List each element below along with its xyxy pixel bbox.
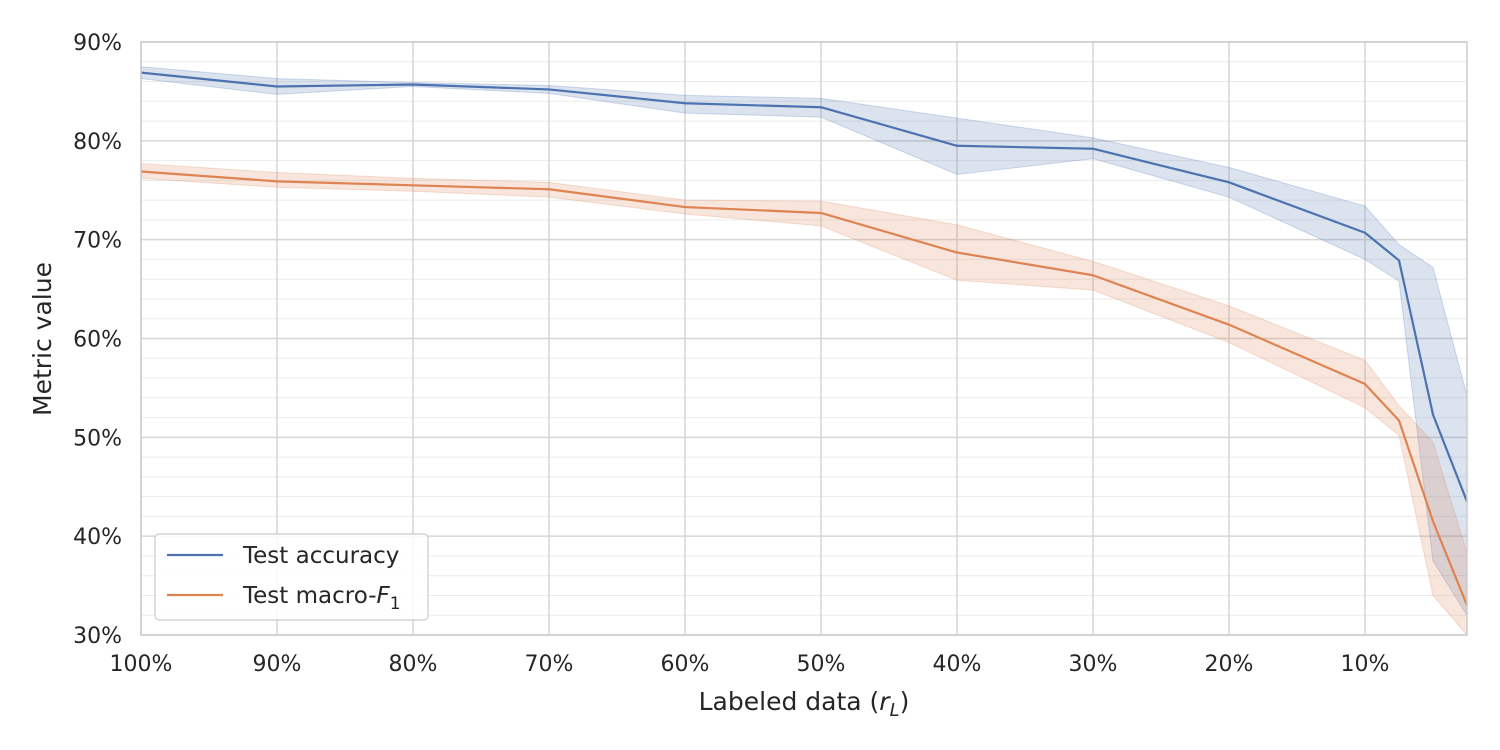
x-tick-label: 90% [253, 652, 302, 677]
x-axis-title: Labeled data (rL) [699, 687, 910, 721]
y-tick-label: 70% [73, 229, 122, 254]
x-tick-label: 30% [1069, 652, 1118, 677]
y-axis-title: Metric value [28, 262, 57, 416]
x-tick-label: 80% [389, 652, 438, 677]
legend-label-accuracy: Test accuracy [242, 543, 399, 569]
y-axis-ticks: 30% 40% 50% 60% 70% 80% 90% [73, 31, 122, 649]
x-tick-label: 10% [1341, 652, 1390, 677]
x-tick-label: 60% [661, 652, 710, 677]
y-tick-label: 30% [73, 624, 122, 649]
x-tick-label: 40% [933, 652, 982, 677]
x-tick-label: 70% [525, 652, 574, 677]
legend: Test accuracy Test macro-F1 [154, 533, 429, 621]
x-axis-ticks: 100% 90% 80% 70% 60% 50% 40% 30% 20% 10% [110, 652, 1390, 677]
x-tick-label: 20% [1205, 652, 1254, 677]
series-line-1 [140, 170, 1469, 606]
series-line-0 [140, 71, 1469, 502]
x-tick-label: 100% [110, 652, 173, 677]
y-tick-label: 90% [73, 31, 122, 56]
plot-frame [140, 41, 1468, 636]
y-tick-label: 50% [73, 426, 122, 451]
legend-box [154, 533, 429, 621]
y-tick-label: 80% [73, 130, 122, 155]
legend-label-macro-f1: Test macro-F1 [242, 583, 401, 614]
y-tick-label: 60% [73, 328, 122, 353]
y-tick-label: 40% [73, 525, 122, 550]
series-lines [140, 71, 1469, 606]
x-tick-label: 50% [797, 652, 846, 677]
